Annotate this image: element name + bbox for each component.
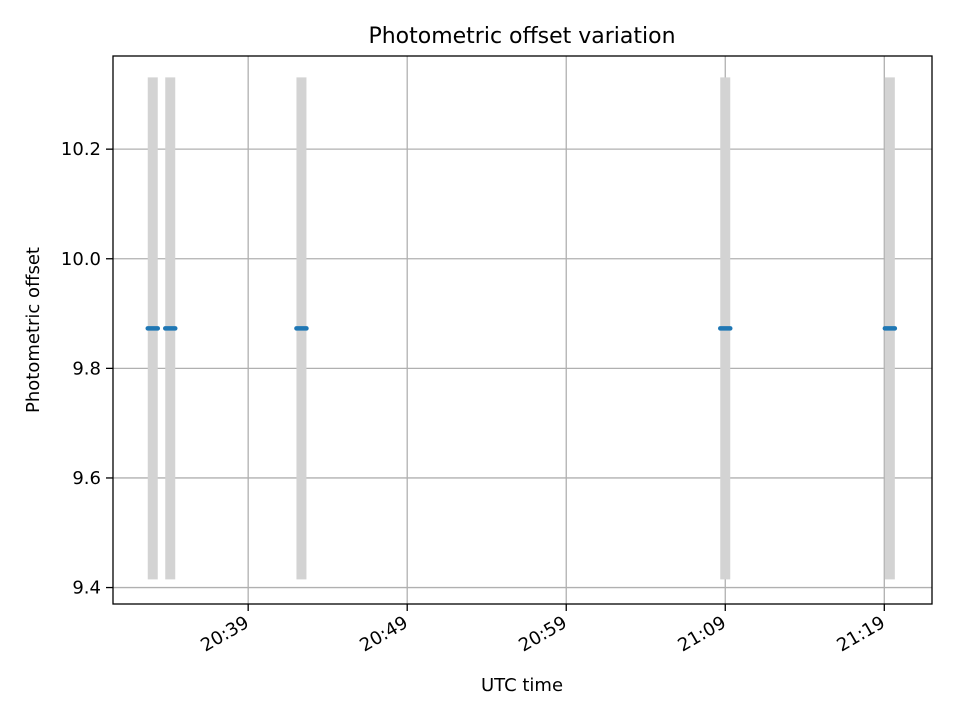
y-tick-label: 10.2 [61, 139, 101, 160]
y-axis-label: Photometric offset [23, 247, 44, 413]
y-tick-label: 9.6 [72, 468, 101, 489]
y-axis: 9.4 9.6 9.8 10.0 10.2 [61, 139, 113, 599]
plot-frame [112, 55, 933, 605]
y-tick-label: 9.8 [72, 358, 101, 379]
chart-title: Photometric offset variation [368, 24, 675, 49]
x-axis-label: UTC time [481, 675, 563, 696]
y-tick-label: 10.0 [61, 249, 101, 270]
y-tick-label: 9.4 [72, 578, 101, 599]
